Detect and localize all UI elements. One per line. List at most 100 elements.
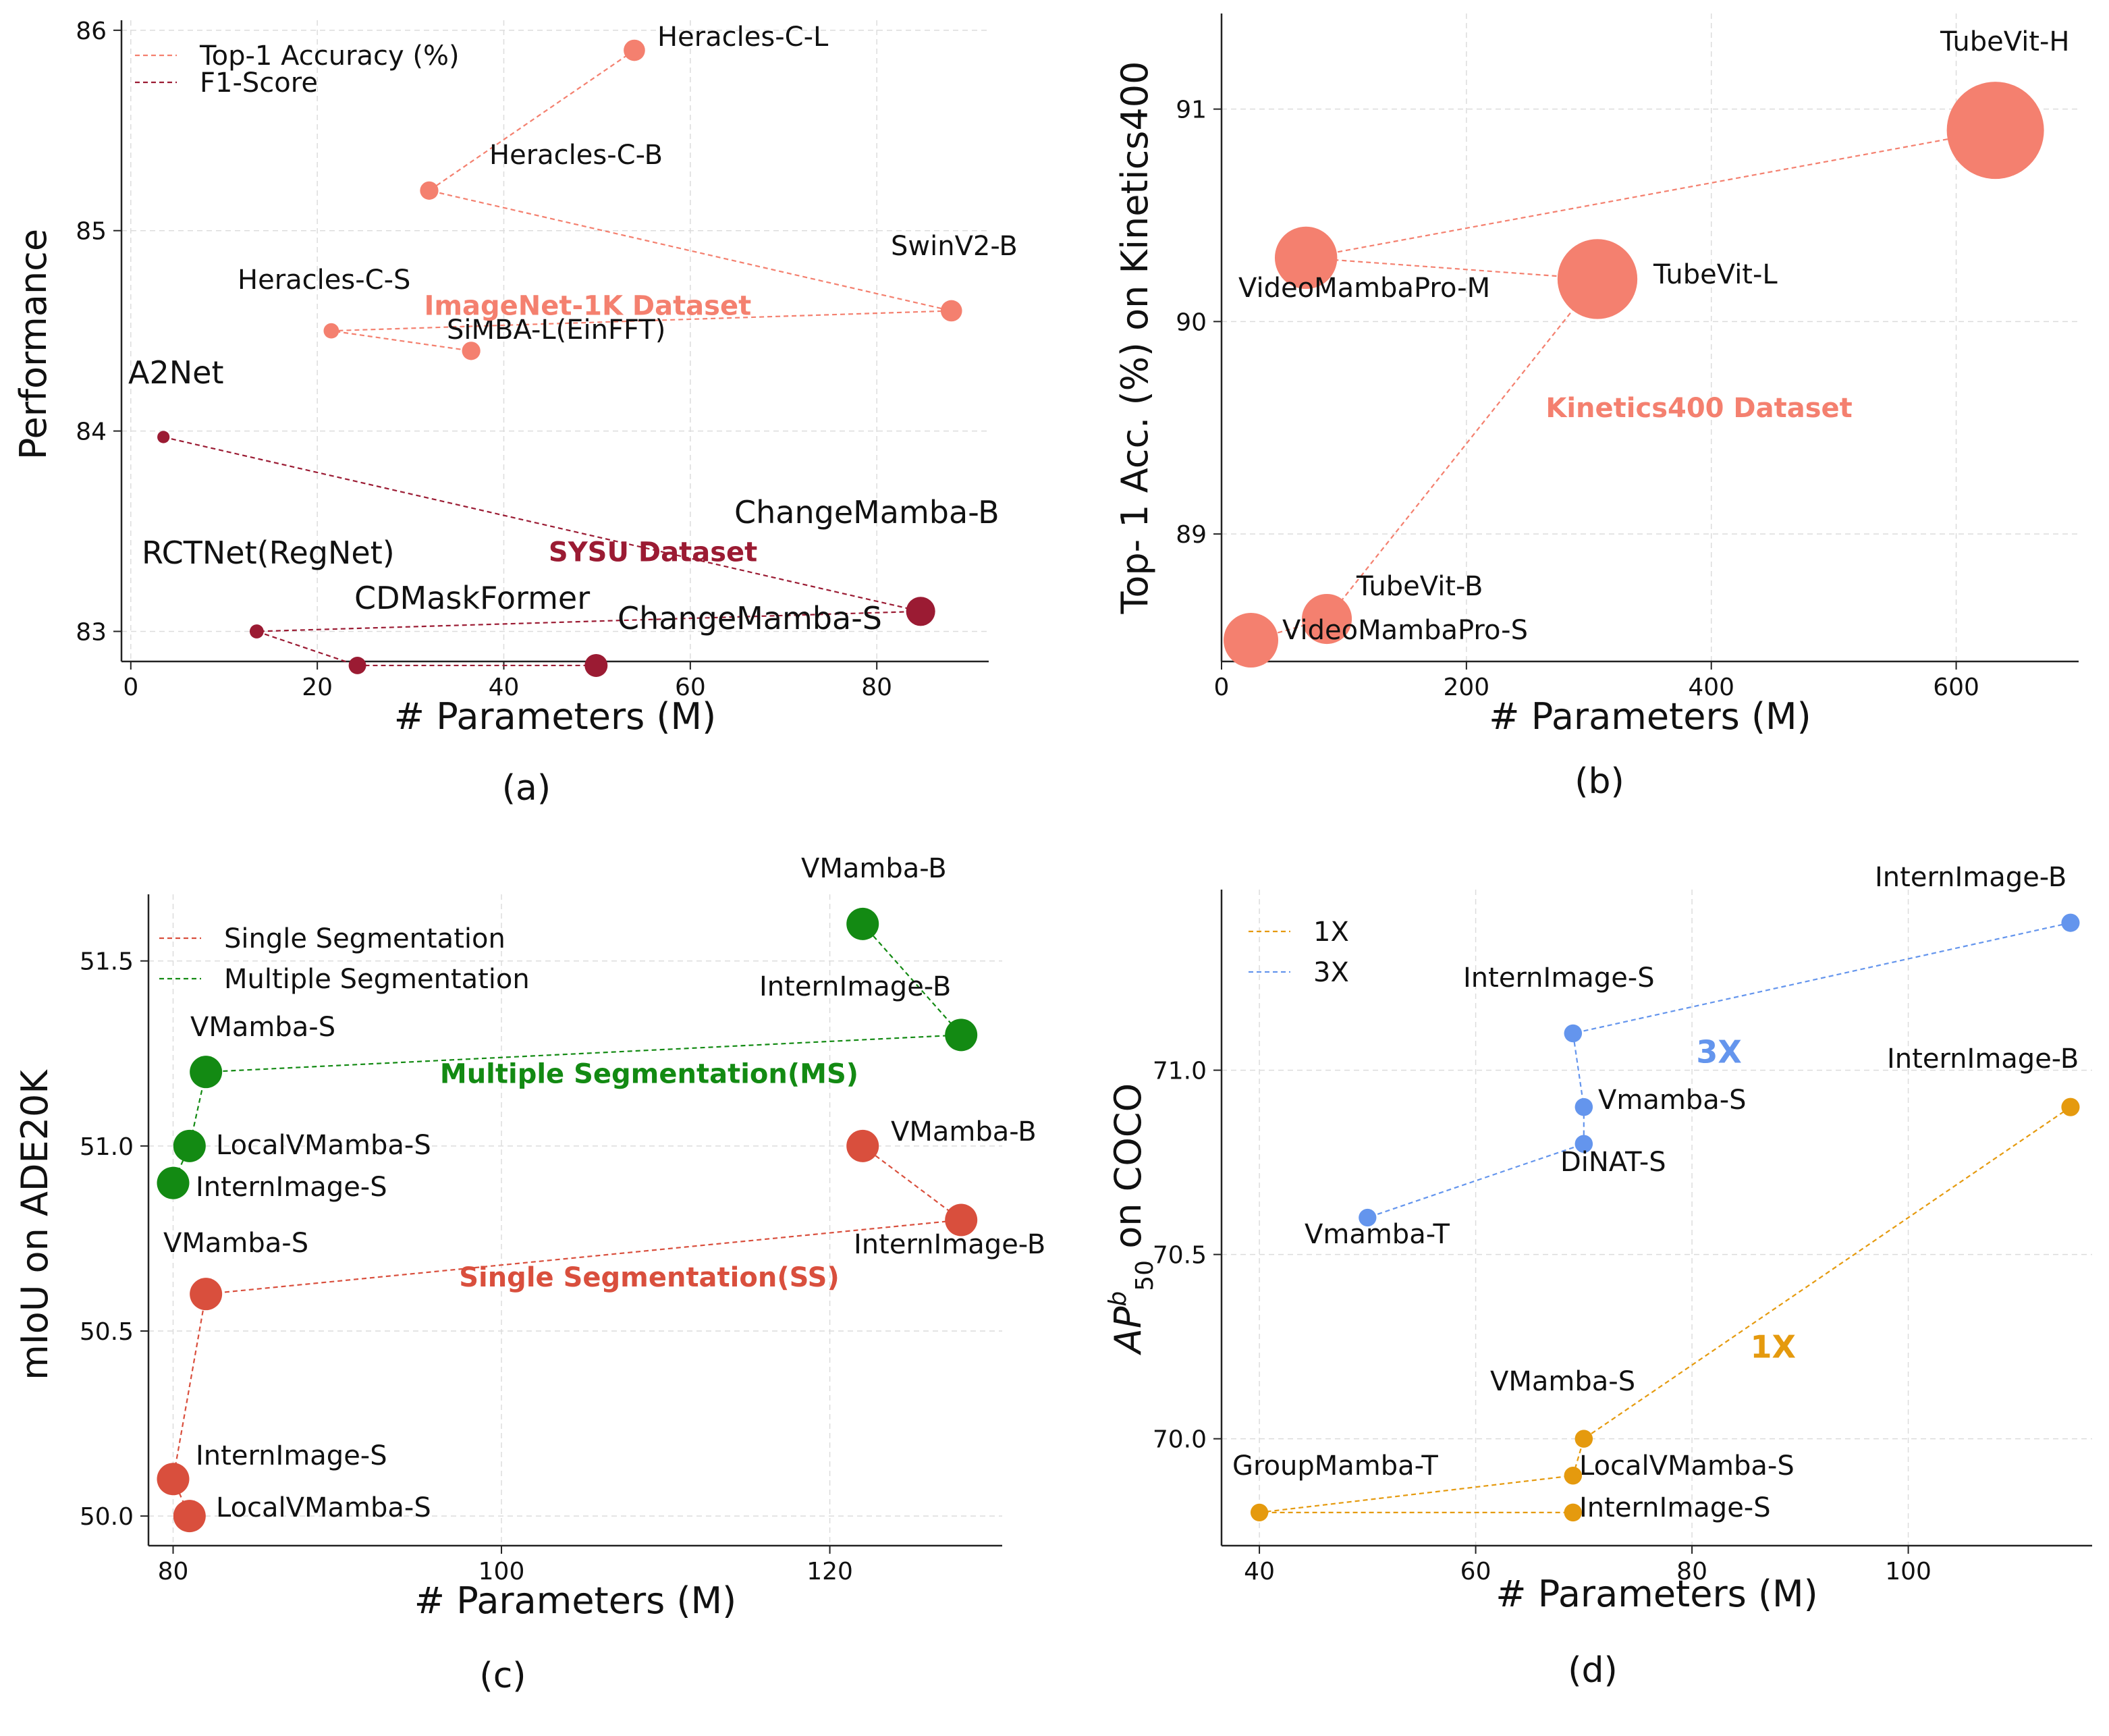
data-point (906, 597, 935, 626)
chart-2: 0 200 400 600 89 90 91 # Parameters (M) Top- 1 A… (1114, 13, 2079, 802)
x-tick-label: 40 (489, 674, 520, 701)
point-label: VMamba-S (190, 1012, 335, 1043)
chart-caption: (d) (1568, 1650, 1618, 1691)
legend-label: 1X (1313, 917, 1349, 948)
point-label: InternImage-B (1887, 1043, 2079, 1075)
point-label: DiNAT-S (1560, 1147, 1666, 1178)
data-point (1274, 226, 1338, 290)
y-tick-label: 83 (76, 618, 107, 646)
point-label: LocalVMamba-S (216, 1492, 431, 1523)
point-label: GroupMamba-T (1232, 1450, 1438, 1482)
point-label: ChangeMamba-B (734, 494, 999, 531)
y-tick-label: 89 (1176, 521, 1207, 549)
x-tick-label: 0 (1214, 674, 1230, 701)
data-point (462, 342, 481, 360)
legend-label: Top-1 Accuracy (%) (199, 40, 460, 72)
point-label: InternImage-S (1463, 962, 1655, 994)
y-tick-label: 51.0 (80, 1133, 134, 1161)
legend-label: 3X (1313, 957, 1349, 988)
point-label: InternImage-B (759, 971, 951, 1002)
x-tick-label: 0 (123, 674, 138, 701)
series-line (172, 1145, 964, 1517)
y-tick-label: 90 (1176, 308, 1207, 336)
point-label: Vmamba-T (1305, 1219, 1450, 1250)
data-point (1564, 1466, 1583, 1485)
point-label: CDMaskFormer (354, 580, 590, 616)
y-tick-label: 71.0 (1153, 1058, 1207, 1085)
dataset-annotation: ImageNet-1K Dataset (424, 290, 751, 321)
dataset-annotation: Kinetics400 Dataset (1545, 393, 1852, 424)
x-tick-label: 80 (1676, 1558, 1707, 1585)
x-tick-label: 400 (1688, 674, 1734, 701)
y-axis-label: APb50 on COCO (1104, 1083, 1159, 1355)
legend-label: Multiple Segmentation (224, 964, 530, 995)
data-point (1574, 1097, 1593, 1116)
series-line (1251, 130, 1996, 641)
point-label: SwinV2-B (891, 231, 1018, 262)
y-axis-label-sup: b (1104, 1291, 1132, 1307)
point-label: VMamba-B (891, 1116, 1037, 1147)
data-point (940, 300, 962, 322)
x-tick-label: 60 (675, 674, 706, 701)
x-tick-label: 20 (302, 674, 333, 701)
x-tick-label: 80 (158, 1558, 189, 1585)
data-point (945, 1019, 978, 1052)
dataset-annotation: 1X (1751, 1329, 1796, 1365)
point-label: InternImage-S (196, 1172, 387, 1203)
data-point (1564, 1503, 1583, 1522)
data-point (1574, 1135, 1593, 1154)
chart-3: 80 100 120 50.0 50.5 51.0 51.5 # Parameters (M)… (13, 853, 1045, 1696)
data-point (846, 1129, 879, 1162)
chart-1: 0 20 40 60 80 83 84 85 86 # Parameters (M) Perform… (12, 18, 1018, 809)
x-tick-label: 200 (1443, 674, 1489, 701)
x-axis-label: # Parameters (M) (1496, 1573, 1817, 1615)
y-tick-label: 86 (76, 18, 107, 45)
point-label: Vmamba-S (1598, 1085, 1747, 1116)
data-point (249, 624, 264, 639)
data-point (190, 1278, 223, 1311)
chart-caption: (b) (1574, 761, 1624, 802)
point-label: A2Net (128, 354, 223, 391)
point-label: Heracles-C-S (238, 265, 410, 296)
data-point (846, 907, 879, 940)
point-label: TubeVit-H (1940, 26, 2070, 57)
x-tick-label: 60 (1460, 1558, 1491, 1585)
point-label: LocalVMamba-S (216, 1130, 431, 1161)
y-tick-label: 50.0 (80, 1503, 134, 1531)
x-axis-label: # Parameters (M) (414, 1579, 736, 1622)
point-label: Heracles-C-L (657, 22, 829, 53)
data-point (945, 1203, 978, 1237)
y-axis-label-sub: 50 (1131, 1260, 1159, 1291)
point-label: InternImage-S (1579, 1492, 1771, 1523)
point-label: TubeVit-L (1653, 259, 1778, 290)
data-point (624, 39, 645, 61)
y-tick-label: 50.5 (80, 1318, 134, 1346)
y-axis-label: mIoU on ADE20K (13, 1069, 56, 1380)
point-label: LocalVMamba-S (1579, 1450, 1795, 1482)
y-axis-label-rest: on COCO (1107, 1083, 1149, 1260)
data-point (1301, 593, 1352, 645)
dataset-annotation: 3X (1696, 1034, 1741, 1070)
dataset-annotation: Single Segmentation(SS) (459, 1262, 840, 1293)
data-point (157, 1463, 190, 1496)
point-label: TubeVit-B (1356, 571, 1483, 602)
point-label: ChangeMamba-S (618, 600, 882, 636)
y-axis-label-ap: AP (1107, 1306, 1149, 1355)
y-tick-label: 91 (1176, 97, 1207, 124)
point-label: RCTNet(RegNet) (142, 535, 395, 571)
series-line (331, 49, 952, 352)
data-point (584, 653, 608, 677)
legend-label: F1-Score (200, 67, 318, 99)
x-tick-label: 40 (1244, 1558, 1275, 1585)
x-tick-label: 100 (478, 1558, 525, 1585)
point-label: InternImage-B (1875, 862, 2066, 893)
y-tick-label: 84 (76, 418, 107, 446)
data-point (173, 1129, 206, 1162)
point-label: Heracles-C-B (489, 140, 663, 171)
point-label: VideoMambaPro-M (1238, 273, 1490, 304)
chart-caption: (c) (479, 1656, 526, 1696)
dataset-annotation: Multiple Segmentation(MS) (440, 1059, 858, 1090)
dataset-annotation: SYSU Dataset (549, 537, 757, 568)
point-label: VMamba-S (1490, 1366, 1635, 1397)
data-point (1224, 613, 1279, 668)
